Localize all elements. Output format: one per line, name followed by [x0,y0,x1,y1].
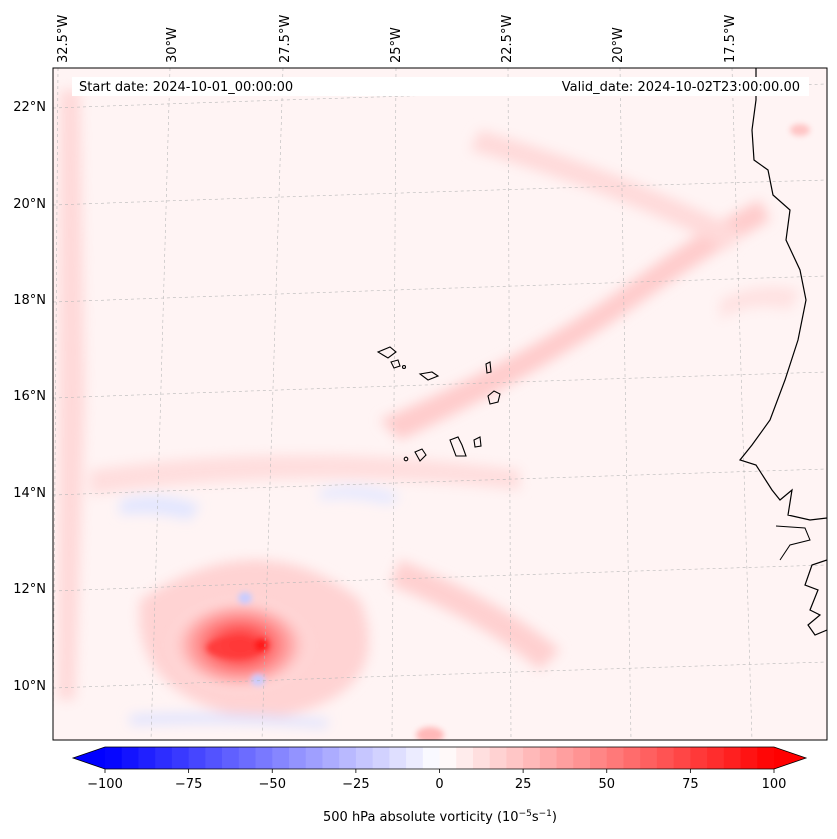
colorbar-cell [673,747,691,769]
colorbar-cell [205,747,223,769]
colorbar-extend-max [774,747,806,769]
colorbar-title-exp2: −1 [539,809,552,819]
colorbar-cell [723,747,741,769]
colorbar-cell [121,747,139,769]
colorbar-cell [539,747,557,769]
colorbar-cell [238,747,256,769]
lon-label: 22.5°W [500,15,515,63]
start-date-label: Start date: 2024-10-01_00:00:00 [79,80,293,95]
lat-label: 18°N [13,293,46,308]
map-frame [52,67,828,741]
graticule [53,68,827,740]
colorbar-cell [138,747,156,769]
longitude-labels: 32.5°W 30°W 27.5°W 25°W 22.5°W 20°W 17.5… [56,15,738,63]
vorticity-field [58,90,800,728]
lon-label: 32.5°W [56,15,71,63]
colorbar-cell [707,747,725,769]
lat-label: 10°N [13,679,46,694]
colorbar-cells [105,747,775,769]
map-area [53,68,827,740]
colorbar-tick-label: 50 [598,777,615,792]
colorbar-title-unit: s [532,810,539,825]
colorbar-cell [305,747,323,769]
colorbar-title-close: ) [552,810,557,825]
lon-label: 20°W [611,27,626,63]
colorbar-cell [255,747,273,769]
colorbar-tick-label: 75 [682,777,699,792]
colorbar-cell [322,747,340,769]
west-africa-coastline [738,68,827,521]
colorbar-title-text: 500 hPa absolute vorticity (10 [323,810,519,825]
lat-label: 12°N [13,582,46,597]
colorbar-tick-label: −50 [259,777,286,792]
colorbar-cell [606,747,624,769]
colorbar-cell [506,747,524,769]
lon-label: 27.5°W [278,15,293,63]
lat-label: 22°N [13,100,46,115]
colorbar-cell [623,747,641,769]
colorbar-cell [105,747,123,769]
colorbar-cell [355,747,374,769]
colorbar: −100 −75 −50 −25 0 25 50 75 100 500 hPa absolute… [71,746,808,825]
colorbar-cell [556,747,574,769]
colorbar-cell [288,747,307,769]
lat-label: 16°N [13,389,46,404]
colorbar-cell [171,747,190,769]
colorbar-cell [640,747,658,769]
colorbar-cell [690,747,708,769]
colorbar-cell [372,747,390,769]
lat-label: 20°N [13,197,46,212]
colorbar-cell [740,747,758,769]
info-strip [72,77,809,96]
cape-verde-islands [376,346,501,462]
colorbar-cell [439,747,457,769]
colorbar-ticks: −100 −75 −50 −25 0 25 50 75 100 [87,769,786,792]
lon-label: 17.5°W [723,15,738,63]
colorbar-tick-label: −75 [175,777,202,792]
colorbar-tick-label: 25 [515,777,532,792]
colorbar-cell [757,747,775,769]
lon-label: 25°W [389,27,404,63]
colorbar-cell [656,747,675,769]
colorbar-cell [472,747,491,769]
colorbar-cell [222,747,240,769]
coast-detail [775,525,811,561]
colorbar-title: 500 hPa absolute vorticity (10−5s−1) [323,809,557,825]
latitude-labels: 22°N 20°N 18°N 16°N 14°N 12°N 10°N [13,100,46,694]
colorbar-cell [155,747,173,769]
guinea-coastline [804,559,827,636]
colorbar-cell [590,747,608,769]
lon-label: 30°W [165,27,180,63]
colorbar-cell [406,747,424,769]
colorbar-cell [456,747,474,769]
colorbar-title-exp1: −5 [519,809,532,819]
valid-date-label: Valid_date: 2024-10-02T23:00:00.00 [562,80,800,95]
colorbar-cell [523,747,541,769]
colorbar-cell [489,747,507,769]
colorbar-cell [573,747,591,769]
colorbar-cell [389,747,407,769]
colorbar-tick-label: −25 [342,777,369,792]
colorbar-cell [272,747,290,769]
colorbar-tick-label: 0 [435,777,443,792]
colorbar-cell [422,747,440,769]
colorbar-cell [188,747,206,769]
colorbar-extend-min [73,747,105,769]
colorbar-cell [339,747,357,769]
vortex-core [165,124,810,740]
colorbar-tick-label: −100 [87,777,123,792]
colorbar-tick-label: 100 [762,777,787,792]
lat-label: 14°N [13,486,46,501]
